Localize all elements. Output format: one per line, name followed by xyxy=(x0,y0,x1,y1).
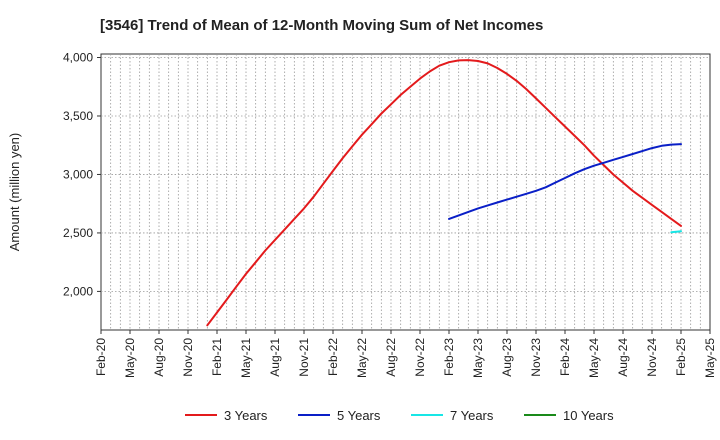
x-ticks: Feb-20 May-20 Aug-20 Nov-20 Feb-21 May-21 Aug-… xyxy=(94,330,717,378)
y-axis-label: Amount (million yen) xyxy=(7,133,22,252)
x-tick-label: May-22 xyxy=(355,338,369,378)
y-tick-label: 3,000 xyxy=(63,167,93,181)
x-tick-label: May-23 xyxy=(471,338,485,378)
series-lines xyxy=(206,59,682,327)
x-tick-label: May-21 xyxy=(239,338,253,378)
x-tick-label: Aug-20 xyxy=(152,338,166,377)
legend-label-5-years: 5 Years xyxy=(337,408,381,423)
y-tick-label: 2,000 xyxy=(63,284,93,298)
x-tick-label: Feb-24 xyxy=(558,338,572,376)
x-tick-label: May-20 xyxy=(123,338,137,378)
x-tick-label: Aug-22 xyxy=(384,338,398,377)
x-tick-label: Aug-24 xyxy=(616,338,630,377)
legend: 3 Years 5 Years 7 Years 10 Years xyxy=(185,408,614,423)
plot-area xyxy=(100,53,711,331)
y-tick-label: 2,500 xyxy=(63,226,93,240)
legend-label-7-years: 7 Years xyxy=(450,408,494,423)
legend-label-10-years: 10 Years xyxy=(563,408,614,423)
x-tick-label: Nov-22 xyxy=(413,338,427,377)
grid xyxy=(101,54,710,330)
series-line-5-years xyxy=(448,143,682,220)
x-tick-label: May-24 xyxy=(587,338,601,378)
x-tick-label: Nov-24 xyxy=(645,338,659,377)
x-tick-label: Nov-20 xyxy=(181,338,195,377)
x-tick-label: Nov-23 xyxy=(529,338,543,377)
x-tick-label: Feb-20 xyxy=(94,338,108,376)
y-tick-label: 4,000 xyxy=(63,51,93,65)
legend-label-3-years: 3 Years xyxy=(224,408,268,423)
series-line-7-years xyxy=(670,230,682,234)
y-ticks: 2,000 2,500 3,000 3,500 4,000 xyxy=(63,51,101,298)
x-tick-label: Feb-21 xyxy=(210,338,224,376)
x-tick-label: Feb-22 xyxy=(326,338,340,376)
x-tick-label: May-25 xyxy=(703,338,717,378)
x-tick-label: Aug-23 xyxy=(500,338,514,377)
y-tick-label: 3,500 xyxy=(63,109,93,123)
chart-title: [3546] Trend of Mean of 12-Month Moving … xyxy=(100,17,543,34)
x-tick-label: Aug-21 xyxy=(268,338,282,377)
x-tick-label: Feb-23 xyxy=(442,338,456,376)
x-tick-label: Nov-21 xyxy=(297,338,311,377)
x-tick-label: Feb-25 xyxy=(674,338,688,376)
